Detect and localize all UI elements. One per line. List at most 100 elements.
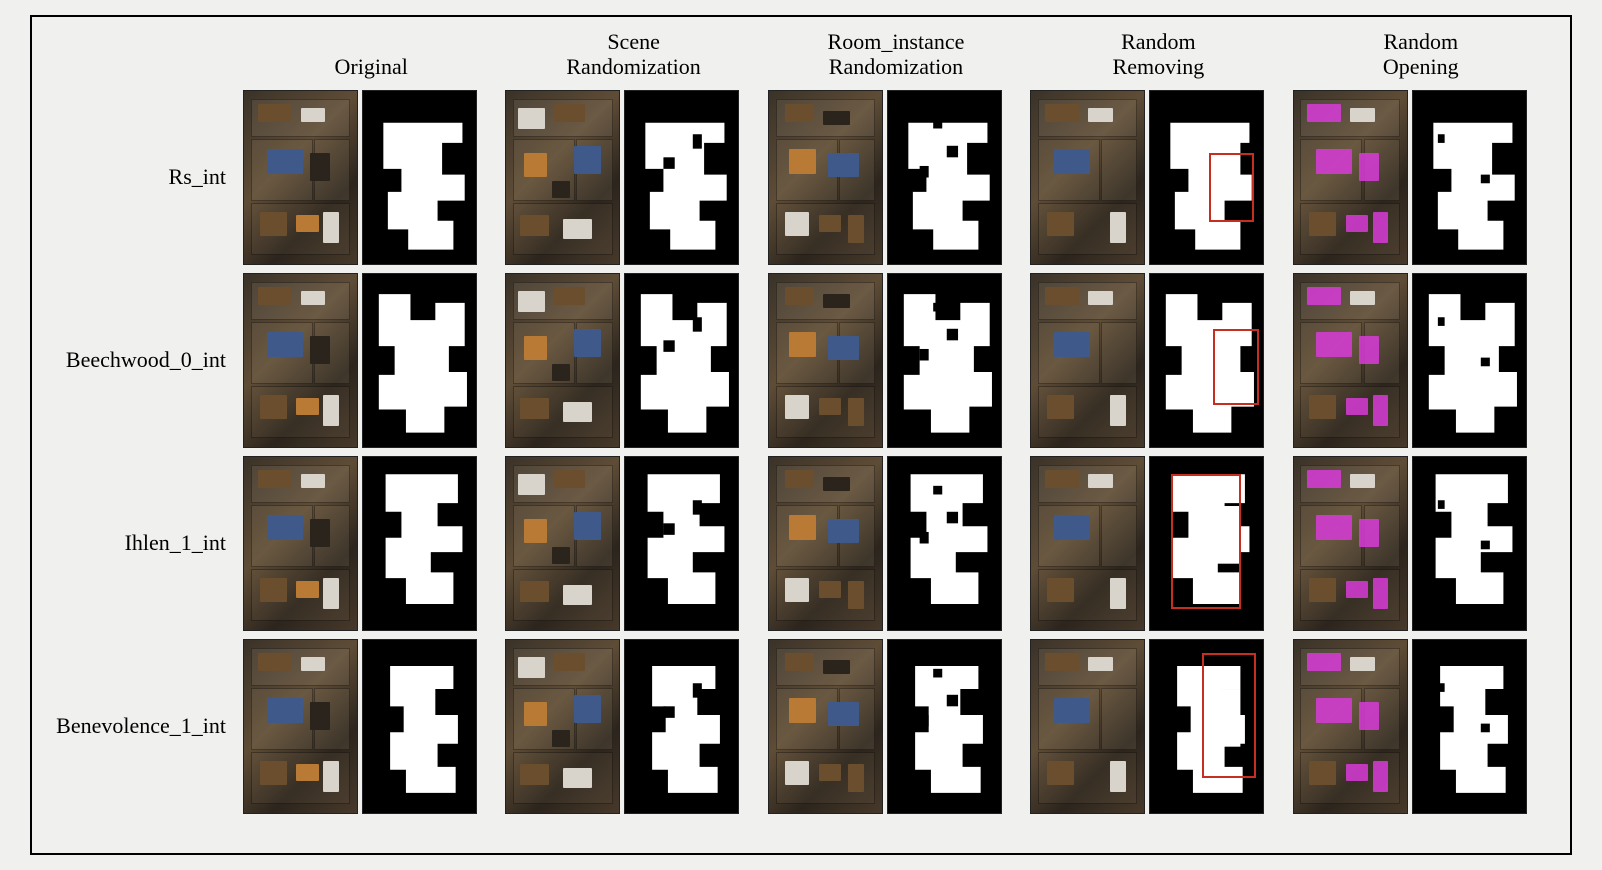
- thumb-pair: [1030, 639, 1286, 814]
- grid-cell: [502, 269, 764, 452]
- header-row: Original Scene Randomization Room_instan…: [50, 29, 1552, 86]
- traversability-map-thumb: [1412, 456, 1527, 631]
- scene-render-thumb: [505, 456, 620, 631]
- traversability-map-thumb: [887, 90, 1002, 265]
- thumb-pair: [243, 273, 499, 448]
- col-header-scene-randomization: Scene Randomization: [502, 29, 764, 86]
- col-header-line2: Removing: [1027, 54, 1289, 79]
- col-header-line1: Room_instance: [765, 29, 1027, 54]
- grid-cell: [765, 269, 1027, 452]
- thumb-pair: [505, 273, 761, 448]
- row-label: Beechwood_0_int: [50, 269, 240, 452]
- grid-cell: [1027, 86, 1289, 269]
- grid-cell: [765, 86, 1027, 269]
- col-header-random-opening: Random Opening: [1290, 29, 1552, 86]
- scene-render-thumb: [243, 639, 358, 814]
- thumb-pair: [768, 273, 1024, 448]
- col-header-line1: Scene: [502, 29, 764, 54]
- scene-render-thumb: [505, 90, 620, 265]
- traversability-map-thumb: [362, 273, 477, 448]
- grid-cell: [1027, 635, 1289, 818]
- grid-cell: [1290, 269, 1552, 452]
- grid-cell: [502, 86, 764, 269]
- col-header-room-instance-randomization: Room_instance Randomization: [765, 29, 1027, 86]
- col-header-line2: Randomization: [765, 54, 1027, 79]
- thumb-pair: [768, 90, 1024, 265]
- traversability-map-thumb: [1149, 456, 1264, 631]
- row-label: Ihlen_1_int: [50, 452, 240, 635]
- col-header-line2: Randomization: [502, 54, 764, 79]
- scene-render-thumb: [768, 456, 883, 631]
- figure-frame: Original Scene Randomization Room_instan…: [30, 15, 1572, 855]
- grid-cell: [502, 452, 764, 635]
- col-header-random-removing: Random Removing: [1027, 29, 1289, 86]
- thumb-pair: [768, 639, 1024, 814]
- scene-row: Beechwood_0_int: [50, 269, 1552, 452]
- thumb-pair: [505, 639, 761, 814]
- traversability-map-thumb: [1412, 639, 1527, 814]
- traversability-map-thumb: [362, 639, 477, 814]
- corner-spacer: [50, 29, 240, 86]
- traversability-map-thumb: [362, 90, 477, 265]
- scene-render-thumb: [1030, 456, 1145, 631]
- scene-render-thumb: [1293, 273, 1408, 448]
- row-label: Benevolence_1_int: [50, 635, 240, 818]
- scene-render-thumb: [243, 273, 358, 448]
- scene-render-thumb: [1030, 273, 1145, 448]
- traversability-map-thumb: [1149, 90, 1264, 265]
- removed-region-box: [1202, 653, 1256, 778]
- grid-cell: [765, 452, 1027, 635]
- scene-render-thumb: [1293, 456, 1408, 631]
- removed-region-box: [1209, 153, 1254, 222]
- thumb-pair: [1293, 456, 1549, 631]
- traversability-map-thumb: [887, 639, 1002, 814]
- grid-cell: [765, 635, 1027, 818]
- traversability-map-thumb: [1149, 639, 1264, 814]
- thumb-pair: [1293, 639, 1549, 814]
- grid-cell: [240, 452, 502, 635]
- traversability-map-thumb: [887, 273, 1002, 448]
- scene-row: Ihlen_1_int: [50, 452, 1552, 635]
- thumb-pair: [1030, 273, 1286, 448]
- grid-cell: [240, 86, 502, 269]
- col-header-line2: Opening: [1290, 54, 1552, 79]
- thumb-pair: [243, 90, 499, 265]
- thumb-pair: [243, 639, 499, 814]
- traversability-map-thumb: [624, 456, 739, 631]
- traversability-map-thumb: [624, 639, 739, 814]
- scene-row: Rs_int: [50, 86, 1552, 269]
- thumb-pair: [1030, 90, 1286, 265]
- grid-cell: [1290, 635, 1552, 818]
- scene-render-thumb: [243, 90, 358, 265]
- scene-render-thumb: [505, 273, 620, 448]
- thumb-pair: [1293, 273, 1549, 448]
- scene-render-thumb: [1293, 639, 1408, 814]
- col-header-line2: Original: [240, 54, 502, 79]
- grid-body: Rs_intBeechwood_0_intIhlen_1_intBenevole…: [50, 86, 1552, 818]
- scene-render-thumb: [1030, 639, 1145, 814]
- grid-cell: [240, 269, 502, 452]
- scene-render-thumb: [1030, 90, 1145, 265]
- grid-cell: [240, 635, 502, 818]
- removed-region-box: [1213, 329, 1258, 405]
- thumb-pair: [505, 90, 761, 265]
- thumb-pair: [768, 456, 1024, 631]
- traversability-map-thumb: [1149, 273, 1264, 448]
- grid-cell: [1290, 452, 1552, 635]
- traversability-map-thumb: [362, 456, 477, 631]
- traversability-map-thumb: [1412, 90, 1527, 265]
- col-header-line1: Random: [1027, 29, 1289, 54]
- grid-cell: [1027, 269, 1289, 452]
- scene-render-thumb: [505, 639, 620, 814]
- scene-render-thumb: [768, 90, 883, 265]
- grid-cell: [1027, 452, 1289, 635]
- grid-cell: [502, 635, 764, 818]
- thumb-pair: [243, 456, 499, 631]
- thumb-pair: [1293, 90, 1549, 265]
- scene-render-thumb: [768, 273, 883, 448]
- scene-render-thumb: [768, 639, 883, 814]
- thumb-pair: [1030, 456, 1286, 631]
- scene-grid-table: Original Scene Randomization Room_instan…: [50, 29, 1552, 818]
- scene-row: Benevolence_1_int: [50, 635, 1552, 818]
- row-label: Rs_int: [50, 86, 240, 269]
